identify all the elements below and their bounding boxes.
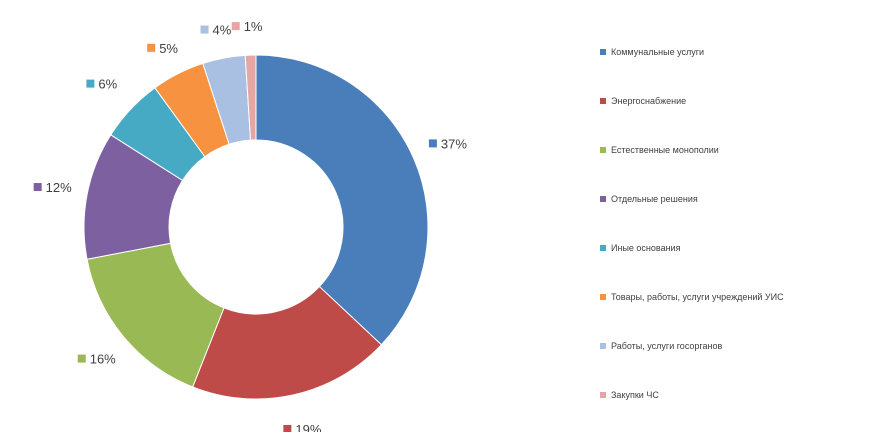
data-label-7: 1% bbox=[231, 19, 263, 34]
data-label-text: 12% bbox=[46, 180, 72, 195]
legend-item-monopolii: Естественные монополии bbox=[600, 142, 890, 158]
data-label-4: 6% bbox=[86, 77, 118, 92]
legend-label: Энергоснабжение bbox=[611, 96, 687, 106]
data-label-swatch bbox=[428, 139, 437, 148]
data-label-5: 5% bbox=[147, 41, 178, 56]
legend-item-inye-osnovaniya: Иные основания bbox=[600, 240, 890, 256]
legend-label: Работы, услуги госорганов bbox=[611, 341, 723, 351]
legend-swatch bbox=[600, 98, 606, 104]
data-label-0: 37% bbox=[428, 136, 467, 151]
data-label-swatch bbox=[147, 43, 156, 52]
data-label-text: 19% bbox=[295, 422, 321, 432]
donut-slice-7 bbox=[244, 54, 257, 141]
data-label-swatch bbox=[33, 183, 42, 192]
legend-item-kommunalnye: Коммунальные услуги bbox=[600, 44, 890, 60]
data-label-text: 4% bbox=[213, 23, 232, 38]
data-label-text: 6% bbox=[98, 77, 117, 92]
donut-slice-1 bbox=[192, 285, 383, 400]
legend-item-gosorgany: Работы, услуги госорганов bbox=[600, 338, 890, 354]
donut-slice-0 bbox=[255, 54, 429, 346]
legend-label: Иные основания bbox=[611, 243, 681, 253]
data-label-swatch bbox=[200, 25, 209, 34]
legend-swatch bbox=[600, 196, 606, 202]
legend-item-energosnabzhenie: Энергоснабжение bbox=[600, 93, 890, 109]
legend-label: Коммунальные услуги bbox=[611, 47, 705, 57]
data-label-2: 16% bbox=[77, 352, 116, 367]
legend-item-zakupki-chs: Закупки ЧС bbox=[600, 387, 890, 403]
legend: Коммунальные услуги Энергоснабжение Есте… bbox=[600, 44, 890, 436]
data-label-swatch bbox=[231, 22, 240, 31]
data-label-swatch bbox=[77, 354, 86, 363]
legend-swatch bbox=[600, 392, 606, 398]
legend-swatch bbox=[600, 343, 606, 349]
legend-swatch bbox=[600, 245, 606, 251]
data-label-6: 4% bbox=[200, 23, 232, 38]
data-label-text: 1% bbox=[244, 19, 263, 34]
data-label-1: 19% bbox=[283, 422, 322, 432]
legend-label: Закупки ЧС bbox=[611, 390, 659, 400]
legend-swatch bbox=[600, 294, 606, 300]
data-label-text: 5% bbox=[159, 41, 178, 56]
legend-swatch bbox=[600, 147, 606, 153]
legend-label: Естественные монополии bbox=[611, 145, 719, 155]
data-label-3: 12% bbox=[33, 180, 72, 195]
data-label-swatch bbox=[86, 79, 95, 88]
donut-chart: 37% 19% 16% 12% 6% 5% 4% 1% bbox=[33, 19, 467, 432]
legend-label: Отдельные решения bbox=[611, 194, 698, 204]
legend-item-uis: Товары, работы, услуги учреждений УИС bbox=[600, 289, 890, 305]
legend-item-otdelnye-resheniya: Отдельные решения bbox=[600, 191, 890, 207]
legend-label: Товары, работы, услуги учреждений УИС bbox=[611, 292, 784, 302]
legend-swatch bbox=[600, 49, 606, 55]
data-label-text: 16% bbox=[90, 352, 116, 367]
data-label-text: 37% bbox=[441, 136, 467, 151]
data-label-swatch bbox=[283, 424, 292, 432]
